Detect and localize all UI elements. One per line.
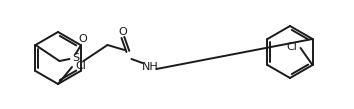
Text: NH: NH — [142, 62, 159, 72]
Text: Cl: Cl — [75, 61, 86, 71]
Text: Cl: Cl — [286, 42, 297, 52]
Text: O: O — [118, 27, 127, 37]
Text: S: S — [72, 53, 79, 63]
Text: O: O — [78, 34, 87, 44]
